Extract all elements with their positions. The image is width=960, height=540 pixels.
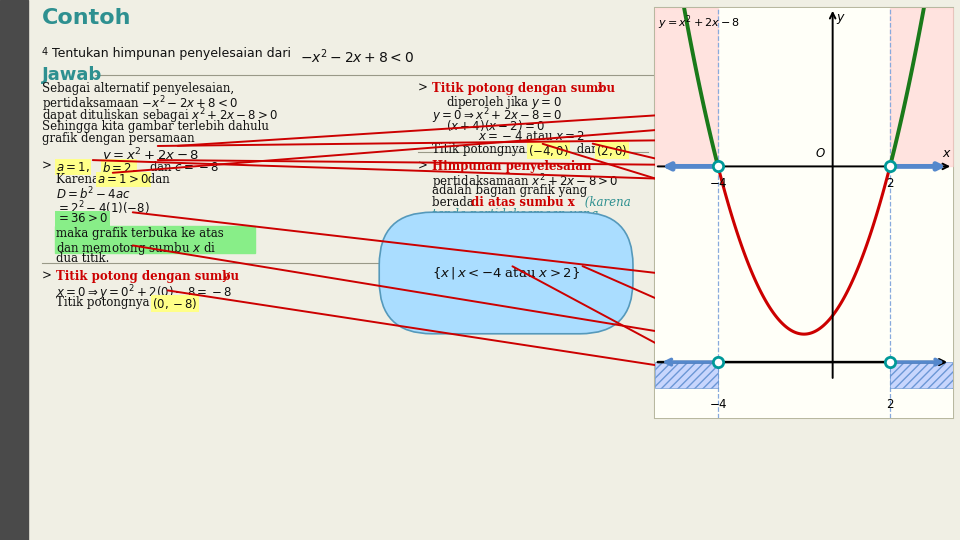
Text: Sehingga kita gambar terlebih dahulu: Sehingga kita gambar terlebih dahulu (42, 120, 269, 133)
Text: $(2,0)$: $(2,0)$ (596, 143, 627, 158)
Text: $2$: $2$ (886, 177, 894, 190)
Text: $a=1,$: $a=1,$ (56, 160, 89, 174)
Text: $D=b^{2}-4ac$: $D=b^{2}-4ac$ (56, 186, 131, 202)
Text: $=2^{2}-4(1)(-8)$: $=2^{2}-4(1)(-8)$ (56, 199, 150, 217)
Text: $2$: $2$ (886, 397, 894, 410)
Text: $-4$: $-4$ (708, 397, 728, 410)
Text: dan $c=-8$: dan $c=-8$ (149, 160, 219, 174)
Text: adalah:: adalah: (432, 245, 476, 258)
Text: Sebagai alternatif penyelesaian,: Sebagai alternatif penyelesaian, (42, 82, 234, 95)
Text: digunakan adalah > ).: digunakan adalah > ). (432, 220, 564, 233)
Text: Contoh: Contoh (42, 8, 132, 28)
Text: $y$: $y$ (222, 270, 231, 284)
Text: $x$: $x$ (942, 147, 951, 160)
Text: $O$: $O$ (815, 147, 826, 160)
Point (882, 358, 898, 367)
Text: Titik potongnya: Titik potongnya (432, 143, 529, 156)
Text: $\{x\,|\,x<-4$ atau $x>2\}$: $\{x\,|\,x<-4$ atau $x>2\}$ (432, 265, 580, 281)
Text: $a=1>0$: $a=1>0$ (97, 173, 149, 186)
Point (882, 162, 898, 171)
Text: $(-4,0)$: $(-4,0)$ (528, 143, 569, 158)
Text: >: > (42, 160, 52, 173)
Text: >: > (42, 270, 52, 283)
Polygon shape (890, 362, 953, 388)
Text: (karena: (karena (581, 196, 631, 209)
Text: $-x^{2}-2x+8<0$: $-x^{2}-2x+8<0$ (300, 47, 414, 65)
Text: $-4$: $-4$ (708, 177, 728, 190)
Point (710, 358, 726, 367)
Bar (0, 0, 28, 540)
Text: maka grafik terbuka ke atas: maka grafik terbuka ke atas (56, 227, 224, 240)
Text: $y=0\Rightarrow x^{2}+2x-8=0$: $y=0\Rightarrow x^{2}+2x-8=0$ (432, 106, 563, 126)
FancyBboxPatch shape (655, 8, 953, 418)
Bar (55, 226, 255, 253)
Polygon shape (655, 362, 718, 388)
Text: tanda pertidaksamaan yang: tanda pertidaksamaan yang (432, 208, 598, 221)
Text: dua titik.: dua titik. (56, 252, 109, 265)
Text: pertidaksamaan $-x^{2}-2x+8<0$: pertidaksamaan $-x^{2}-2x+8<0$ (42, 94, 238, 113)
Text: 4: 4 (42, 47, 48, 57)
Text: dapat dituliskan sebagai $x^{2}+2x-8>0$: dapat dituliskan sebagai $x^{2}+2x-8>0$ (42, 106, 278, 126)
Text: $=36>0$: $=36>0$ (56, 212, 108, 225)
Text: $x$: $x$ (596, 82, 606, 95)
Text: >: > (418, 82, 428, 95)
Text: dan: dan (573, 143, 603, 156)
Text: grafik dengan persamaan: grafik dengan persamaan (42, 132, 195, 145)
Text: berada: berada (432, 196, 477, 209)
Text: $x=0\Rightarrow y=0^{2}+2(0)-8=-8$: $x=0\Rightarrow y=0^{2}+2(0)-8=-8$ (56, 283, 232, 302)
Text: Himpunan penyelesaian: Himpunan penyelesaian (432, 160, 591, 173)
Text: Titik potong dengan sumbu: Titik potong dengan sumbu (432, 82, 619, 95)
Text: Titik potong dengan sumbu: Titik potong dengan sumbu (56, 270, 243, 283)
Text: pertidaksamaan $x^{2}+2x-8>0$: pertidaksamaan $x^{2}+2x-8>0$ (432, 172, 618, 192)
Text: Jadi, himpunan penyelesaiannya: Jadi, himpunan penyelesaiannya (432, 233, 625, 246)
Text: Karena: Karena (56, 173, 103, 186)
Text: Tentukan himpunan penyelesaian dari: Tentukan himpunan penyelesaian dari (52, 47, 291, 60)
Text: Jawab: Jawab (42, 66, 103, 84)
Text: $(x+4)(x-2)=0$: $(x+4)(x-2)=0$ (446, 118, 545, 133)
Text: dan: dan (144, 173, 170, 186)
Text: di atas sumbu x: di atas sumbu x (471, 196, 575, 209)
Text: $(0,-8)$: $(0,-8)$ (152, 296, 198, 311)
Text: adalah bagian grafik yang: adalah bagian grafik yang (432, 184, 588, 197)
Text: $y$: $y$ (836, 12, 846, 26)
Text: $b=2,$: $b=2,$ (102, 160, 136, 175)
Text: >: > (418, 160, 428, 173)
Text: $x=-4$ atau $x=2$: $x=-4$ atau $x=2$ (478, 130, 585, 143)
Text: $y=x^{2}+2x-8$: $y=x^{2}+2x-8$ (102, 146, 200, 166)
Text: Titik potongnya: Titik potongnya (56, 296, 154, 309)
Point (710, 162, 726, 171)
Text: dan memotong sumbu $x$ di: dan memotong sumbu $x$ di (56, 240, 216, 257)
Text: diperoleh jika $y=0$: diperoleh jika $y=0$ (446, 94, 562, 111)
Text: $y=x^{2}+2x-8$: $y=x^{2}+2x-8$ (658, 14, 740, 32)
